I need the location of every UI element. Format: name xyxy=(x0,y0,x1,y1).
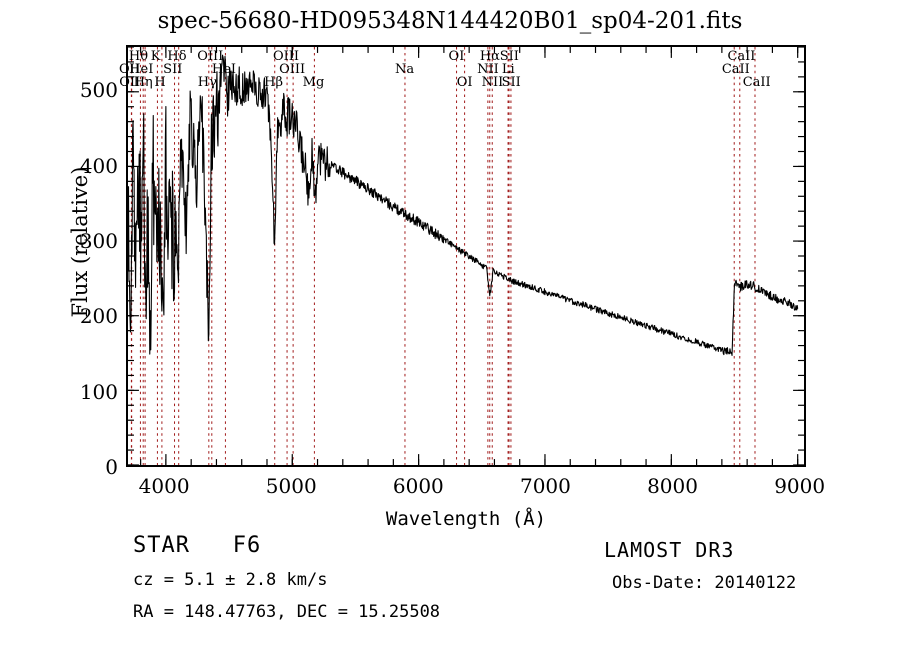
y-tick-label: 0 xyxy=(105,455,118,479)
coordinates: RA = 148.47763, DEC = 15.25508 xyxy=(133,602,441,622)
line-marker-group xyxy=(130,47,756,465)
observation-date: Obs-Date: 20140122 xyxy=(612,573,797,593)
spectral-line-label: OIII xyxy=(272,49,300,64)
spectral-line-label: CaII xyxy=(742,75,771,90)
spectral-line-label: OI xyxy=(448,49,465,64)
spectral-line-label: OII xyxy=(119,75,141,90)
y-tick-label: 400 xyxy=(79,153,118,178)
spectral-line-label: HeI xyxy=(211,62,237,77)
y-tick-label: 500 xyxy=(79,78,118,103)
x-tick-label: 7000 xyxy=(519,474,571,498)
x-tick-label: 6000 xyxy=(392,474,444,498)
spectral-line-label: Mg xyxy=(302,75,325,90)
x-tick-label: 4000 xyxy=(138,474,190,498)
spectral-line-label: OIII xyxy=(197,49,224,64)
spectrum-svg xyxy=(128,47,799,465)
x-tick-label: 5000 xyxy=(265,474,317,498)
spectral-line-label: NII xyxy=(481,75,504,90)
spectral-line-label: OI xyxy=(456,75,473,90)
spectral-line-label: Na xyxy=(395,62,415,77)
survey-name: LAMOST DR3 xyxy=(604,538,735,562)
x-tick-label: 8000 xyxy=(647,474,698,498)
spectral-line-label: SII xyxy=(499,49,519,64)
object-type: STAR xyxy=(133,533,190,558)
x-axis-label: Wavelength (Å) xyxy=(385,508,547,530)
y-tick-label: 200 xyxy=(79,304,118,329)
x-tick-label: 9000 xyxy=(774,474,826,498)
spectrum-trace xyxy=(128,54,799,356)
spectral-line-label: SII xyxy=(163,62,183,77)
spectral-line-label: K xyxy=(150,49,161,64)
spectral-line-label: CaII xyxy=(721,62,750,77)
spectral-line-label: NII xyxy=(477,62,499,77)
object-summary: STAR F6 xyxy=(133,533,261,558)
plot-area xyxy=(126,45,806,467)
spectral-line-label: H xyxy=(154,75,166,90)
y-tick-label: 300 xyxy=(79,228,118,253)
spectral-line-label: SII xyxy=(501,75,521,90)
spectral-line-label: CaII xyxy=(727,49,756,64)
y-axis-label-host: Flux (relative) xyxy=(42,40,92,470)
spectral-line-label: Hα xyxy=(479,49,500,64)
spectral-line-label: HeI xyxy=(129,62,154,77)
spectral-class: F6 xyxy=(232,533,262,558)
spectral-line-label: Hβ xyxy=(264,75,283,90)
radial-velocity: cz = 5.1 ± 2.8 km/s xyxy=(133,570,328,590)
spectral-line-label: OII xyxy=(118,62,140,77)
y-tick-label: 100 xyxy=(79,379,118,404)
spectral-line-label: Hη xyxy=(133,75,153,90)
page-title: spec-56680-HD095348N144420B01_sp04-201.f… xyxy=(157,8,743,34)
spectral-line-label: Li xyxy=(501,62,515,77)
spectral-line-label: Hθ xyxy=(128,49,149,64)
spectral-line-label: Hγ xyxy=(197,75,217,90)
spectral-line-label: OIII xyxy=(279,62,306,77)
spectral-line-label: Hδ xyxy=(167,49,187,64)
